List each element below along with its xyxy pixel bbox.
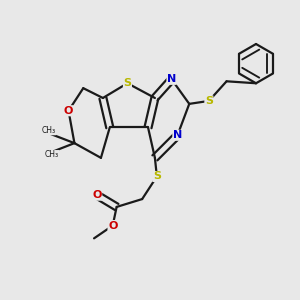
Text: CH₃: CH₃ — [45, 150, 59, 159]
Text: O: O — [108, 220, 117, 231]
Text: N: N — [167, 74, 176, 84]
Text: O: O — [92, 190, 102, 200]
Text: S: S — [153, 172, 161, 182]
Text: CH₃: CH₃ — [42, 126, 56, 135]
Text: O: O — [64, 106, 73, 116]
Text: S: S — [205, 96, 213, 106]
Text: S: S — [123, 78, 131, 88]
Text: N: N — [173, 130, 182, 140]
